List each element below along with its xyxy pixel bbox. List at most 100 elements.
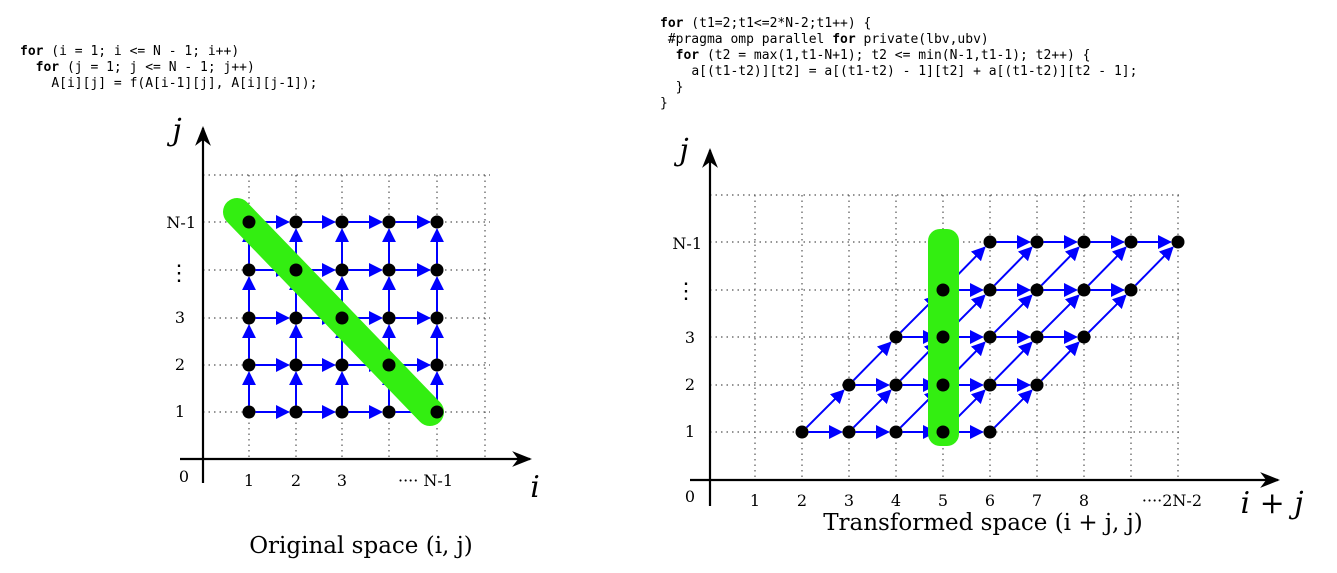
right-iteration-nodes bbox=[795, 235, 1185, 439]
iteration-node bbox=[382, 405, 396, 419]
right-dependence-arrows bbox=[805, 235, 1174, 439]
iteration-node bbox=[936, 425, 950, 439]
iteration-node bbox=[842, 425, 856, 439]
iteration-node bbox=[1171, 235, 1185, 249]
right-origin-label: 0 bbox=[685, 487, 695, 506]
iteration-node bbox=[1030, 235, 1044, 249]
iteration-node bbox=[983, 425, 997, 439]
iteration-node bbox=[983, 235, 997, 249]
dependence-arrow bbox=[852, 389, 892, 429]
iteration-node bbox=[289, 358, 303, 372]
right-x-tick-label: 7 bbox=[1032, 491, 1042, 510]
right-y-tick-label: 2 bbox=[685, 375, 695, 394]
right-x-tick-label: 8 bbox=[1079, 491, 1089, 510]
iteration-node bbox=[936, 330, 950, 344]
iteration-node bbox=[242, 405, 256, 419]
left-y-axis-label: j bbox=[166, 113, 181, 148]
dependence-arrow bbox=[852, 341, 892, 382]
dependence-arrow bbox=[1040, 294, 1080, 334]
right-y-tick-label: 1 bbox=[685, 422, 695, 441]
iteration-node bbox=[889, 330, 903, 344]
dependence-arrow bbox=[993, 389, 1033, 429]
iteration-node bbox=[983, 330, 997, 344]
dependence-arrow bbox=[1087, 294, 1127, 334]
iteration-node bbox=[430, 405, 444, 419]
right-x-tick-label: 2 bbox=[797, 491, 807, 510]
iteration-node bbox=[289, 215, 303, 229]
iteration-node bbox=[1030, 378, 1044, 392]
dependence-arrow bbox=[993, 294, 1033, 334]
iteration-node bbox=[936, 283, 950, 297]
iteration-node bbox=[382, 311, 396, 325]
iteration-node bbox=[795, 425, 809, 439]
right-y-tick-label: 3 bbox=[685, 328, 695, 347]
iteration-node bbox=[289, 311, 303, 325]
left-iteration-nodes bbox=[242, 215, 444, 419]
right-x-axis-label: i + j bbox=[1240, 486, 1303, 521]
left-caption: Original space (i, j) bbox=[249, 533, 473, 559]
dependence-arrow bbox=[805, 389, 845, 429]
code-line: } bbox=[660, 96, 668, 111]
left-x-tick-label: 2 bbox=[291, 471, 301, 490]
iteration-node bbox=[335, 263, 349, 277]
iteration-node bbox=[889, 425, 903, 439]
left-origin-label: 0 bbox=[179, 467, 189, 486]
iteration-node bbox=[1077, 330, 1091, 344]
right-x-tick-label: 1 bbox=[750, 491, 760, 510]
left-y-tick-label: 3 bbox=[175, 308, 185, 327]
left-y-tick-label: 2 bbox=[175, 355, 185, 374]
iteration-node bbox=[983, 378, 997, 392]
iteration-node bbox=[983, 283, 997, 297]
right-x-tick-label: ····2N-2 bbox=[1142, 491, 1202, 510]
right-code-listing: for (t1=2;t1<=2*N-2;t1++) { #pragma omp … bbox=[660, 16, 1137, 112]
iteration-node bbox=[430, 311, 444, 325]
iteration-node bbox=[242, 311, 256, 325]
iteration-node bbox=[382, 358, 396, 372]
right-x-tick-label: 3 bbox=[844, 491, 854, 510]
code-line: for (j = 1; j <= N - 1; j++) bbox=[35, 60, 255, 75]
left-x-axis-label: i bbox=[530, 470, 540, 505]
left-x-tick-label: 1 bbox=[244, 471, 254, 490]
iteration-node bbox=[335, 358, 349, 372]
dependence-arrow bbox=[1134, 246, 1174, 287]
iteration-node bbox=[430, 215, 444, 229]
right-x-tick-label: 5 bbox=[938, 491, 948, 510]
code-line: A[i][j] = f(A[i-1][j], A[i][j-1]); bbox=[51, 76, 318, 91]
iteration-node bbox=[382, 263, 396, 277]
iteration-node bbox=[1030, 330, 1044, 344]
dependence-arrow bbox=[993, 341, 1033, 382]
code-line: #pragma omp parallel for private(lbv,ubv… bbox=[667, 32, 989, 47]
left-y-tick-label: N-1 bbox=[166, 213, 196, 232]
left-wavefront-highlight bbox=[223, 198, 444, 426]
dependence-arrow bbox=[993, 246, 1033, 287]
iteration-node bbox=[1077, 283, 1091, 297]
right-y-axis-label: j bbox=[673, 133, 688, 168]
code-line: for (t2 = max(1,t1-N+1); t2 <= min(N-1,t… bbox=[675, 48, 1091, 63]
iteration-node bbox=[242, 215, 256, 229]
right-y-tick-label: N-1 bbox=[672, 234, 702, 253]
iteration-node bbox=[1124, 283, 1138, 297]
iteration-node bbox=[889, 378, 903, 392]
dependence-arrow bbox=[1040, 341, 1080, 382]
iteration-node bbox=[289, 263, 303, 277]
iteration-node bbox=[382, 215, 396, 229]
left-x-tick-label: ···· N-1 bbox=[398, 471, 453, 490]
iteration-node bbox=[430, 263, 444, 277]
code-line: for (t1=2;t1<=2*N-2;t1++) { bbox=[660, 16, 872, 31]
iteration-node bbox=[1077, 235, 1091, 249]
left-y-tick-label: 1 bbox=[175, 402, 185, 421]
right-x-tick-label: 6 bbox=[985, 491, 995, 510]
code-line: } bbox=[675, 80, 684, 95]
code-line: a[(t1-t2)][t2] = a[(t1-t2) - 1][t2] + a[… bbox=[691, 64, 1138, 79]
iteration-node bbox=[842, 378, 856, 392]
iteration-node bbox=[430, 358, 444, 372]
iteration-node bbox=[1124, 235, 1138, 249]
left-y-ellipsis: ⋮ bbox=[168, 261, 190, 286]
left-code-listing: for (i = 1; i <= N - 1; i++) for (j = 1;… bbox=[20, 44, 317, 92]
iteration-node bbox=[242, 358, 256, 372]
iteration-node bbox=[242, 263, 256, 277]
right-y-ellipsis: ⋮ bbox=[675, 279, 697, 304]
iteration-node bbox=[335, 405, 349, 419]
dependence-arrow bbox=[1040, 246, 1080, 287]
